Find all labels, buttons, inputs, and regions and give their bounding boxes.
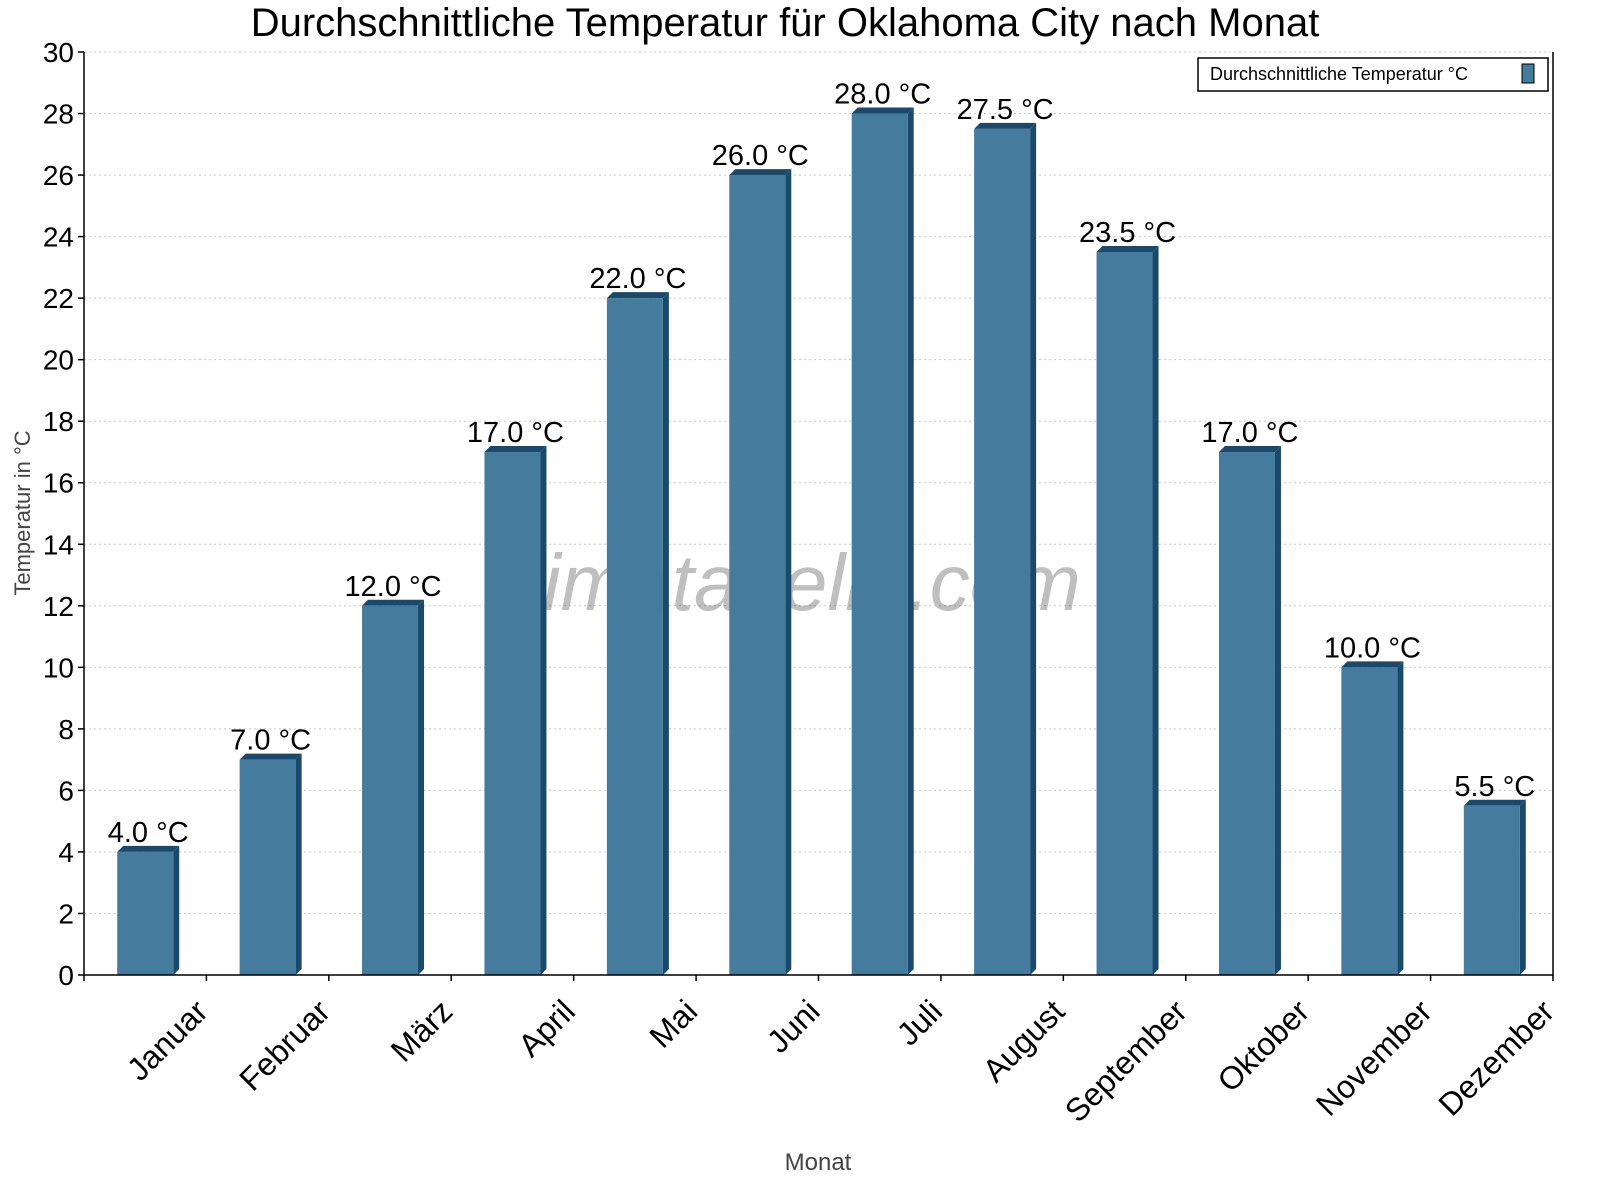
y-tick-label: 20 bbox=[43, 345, 74, 376]
legend-box bbox=[1197, 57, 1549, 92]
bar-top bbox=[974, 122, 1037, 129]
x-tick-label: April bbox=[511, 993, 582, 1064]
bar-side bbox=[662, 292, 669, 976]
data-label: 22.0 °C bbox=[589, 263, 686, 295]
bar-top bbox=[851, 107, 914, 114]
y-tick-label: 16 bbox=[43, 468, 74, 499]
bar bbox=[1218, 451, 1275, 975]
y-tick-label: 6 bbox=[58, 775, 74, 806]
x-tick-label: Januar bbox=[120, 993, 215, 1088]
bar-top bbox=[1463, 799, 1526, 806]
bar-side bbox=[1274, 445, 1281, 975]
x-tick-label: Dezember bbox=[1431, 993, 1561, 1123]
x-tick-label: Juni bbox=[760, 993, 827, 1060]
y-tick-label: 14 bbox=[43, 529, 74, 560]
bar bbox=[484, 451, 541, 975]
y-tick-label: 18 bbox=[43, 406, 74, 437]
data-label: 27.5 °C bbox=[957, 94, 1054, 126]
data-label: 28.0 °C bbox=[834, 79, 931, 111]
data-label: 10.0 °C bbox=[1324, 632, 1421, 664]
y-axis-label: Temperatur in °C bbox=[10, 430, 35, 595]
y-tick-label: 28 bbox=[43, 99, 74, 130]
bar-top bbox=[1341, 661, 1404, 668]
bar-side bbox=[1519, 799, 1526, 975]
bar-top bbox=[484, 445, 547, 452]
bar-top bbox=[729, 169, 792, 176]
legend-label: Durchschnittliche Temperatur °C bbox=[1210, 64, 1468, 84]
y-tick-label: 12 bbox=[43, 591, 74, 622]
bar-top bbox=[117, 845, 180, 852]
x-tick-label: September bbox=[1058, 993, 1194, 1129]
legend-swatch bbox=[1521, 63, 1535, 84]
y-tick-label: 4 bbox=[58, 837, 74, 868]
bar-top bbox=[1096, 245, 1159, 252]
x-tick-label: März bbox=[384, 993, 460, 1069]
data-label: 23.5 °C bbox=[1079, 217, 1176, 249]
y-tick-label: 30 bbox=[43, 37, 74, 68]
y-tick-label: 22 bbox=[43, 283, 74, 314]
bar bbox=[117, 851, 174, 975]
bar-side bbox=[1152, 245, 1159, 975]
y-tick-label: 0 bbox=[58, 960, 74, 991]
y-tick-label: 24 bbox=[43, 222, 74, 253]
bar bbox=[239, 759, 296, 975]
data-label: 4.0 °C bbox=[108, 817, 189, 849]
y-tick-label: 2 bbox=[58, 898, 74, 929]
bar bbox=[974, 128, 1031, 975]
bar-side bbox=[907, 107, 914, 976]
bar bbox=[606, 298, 663, 976]
bar-side bbox=[418, 599, 425, 975]
bar-side bbox=[785, 169, 792, 976]
bar-side bbox=[295, 753, 302, 975]
bar-top bbox=[362, 599, 425, 606]
bar-side bbox=[173, 845, 180, 975]
y-tick-label: 10 bbox=[43, 652, 74, 683]
y-tick-label: 8 bbox=[58, 714, 74, 745]
data-label: 17.0 °C bbox=[1201, 417, 1298, 449]
bar-side bbox=[540, 445, 547, 975]
data-label: 12.0 °C bbox=[345, 571, 442, 603]
bar bbox=[362, 605, 419, 975]
x-tick-label: Februar bbox=[232, 993, 337, 1098]
bar-side bbox=[1397, 661, 1404, 975]
bar bbox=[729, 175, 786, 976]
bar-top bbox=[1218, 445, 1281, 452]
x-tick-label: Juli bbox=[890, 993, 949, 1052]
legend: Durchschnittliche Temperatur °C bbox=[1197, 57, 1549, 92]
x-tick-label: Oktober bbox=[1210, 993, 1316, 1099]
bar bbox=[1463, 805, 1520, 975]
data-label: 17.0 °C bbox=[467, 417, 564, 449]
x-tick-label: August bbox=[976, 993, 1072, 1089]
bar-top bbox=[606, 292, 669, 299]
data-label: 7.0 °C bbox=[230, 725, 311, 757]
chart-title: Durchschnittliche Temperatur für Oklahom… bbox=[251, 1, 1320, 45]
bar bbox=[1096, 251, 1153, 975]
bar bbox=[1341, 667, 1398, 975]
bar bbox=[851, 113, 908, 976]
bar-top bbox=[239, 753, 302, 760]
data-label: 5.5 °C bbox=[1454, 771, 1535, 803]
data-label: 26.0 °C bbox=[712, 140, 809, 172]
bar-side bbox=[1030, 122, 1037, 975]
y-tick-label: 26 bbox=[43, 160, 74, 191]
x-tick-label: Mai bbox=[642, 993, 704, 1055]
x-axis-label: Monat bbox=[785, 1149, 852, 1176]
x-tick-label: November bbox=[1309, 993, 1439, 1123]
